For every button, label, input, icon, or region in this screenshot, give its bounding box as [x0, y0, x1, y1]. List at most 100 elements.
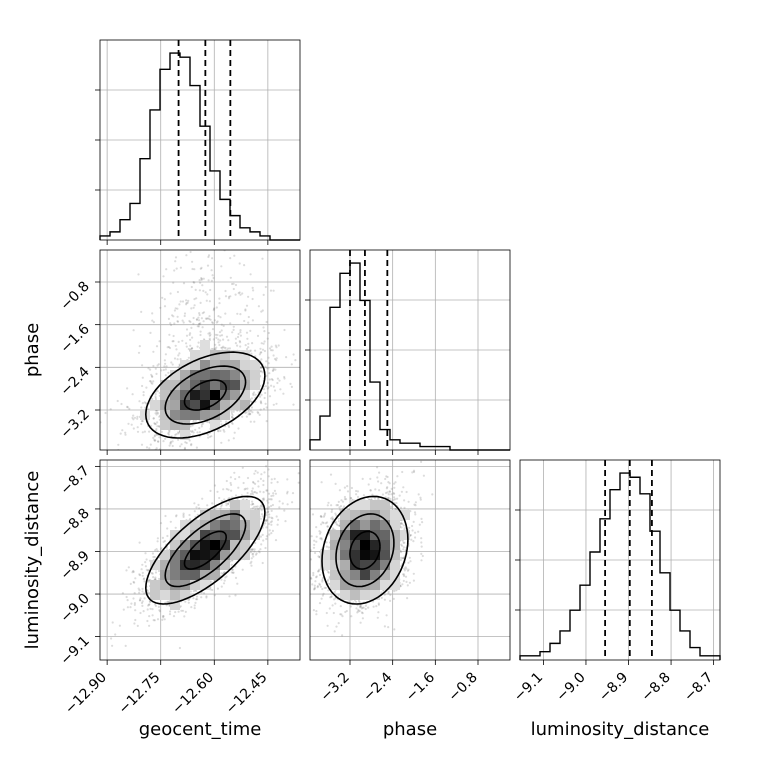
sample-point: [254, 469, 257, 473]
sample-point: [185, 328, 189, 331]
sample-point: [252, 480, 255, 484]
sample-point: [173, 309, 176, 312]
sample-point: [121, 592, 124, 595]
sample-point: [219, 420, 222, 423]
sample-point: [283, 509, 286, 512]
sample-point: [256, 505, 259, 508]
sample-point: [275, 359, 278, 362]
sample-point: [251, 491, 254, 494]
sample-point: [232, 282, 235, 285]
sample-point: [251, 553, 254, 556]
sample-point: [255, 552, 258, 555]
sample-point: [263, 349, 266, 353]
sample-point: [220, 334, 224, 337]
sample-point: [229, 295, 232, 298]
sample-point: [132, 597, 135, 600]
sample-point: [275, 346, 278, 349]
sample-point: [174, 526, 177, 529]
sample-point: [260, 402, 263, 405]
sample-point: [190, 444, 193, 447]
sample-point: [205, 317, 208, 320]
sample-point: [228, 500, 231, 503]
sample-point: [268, 378, 271, 381]
sample-point: [278, 506, 281, 509]
sample-point: [159, 306, 162, 309]
sample-point: [174, 307, 177, 310]
density-cell: [210, 350, 220, 360]
sample-point: [276, 377, 279, 380]
sample-point: [225, 335, 229, 338]
sample-point: [236, 582, 239, 585]
sample-point: [260, 505, 264, 508]
sample-point: [251, 286, 254, 289]
sample-point: [157, 440, 160, 443]
density-cell: [160, 410, 170, 420]
density-cell: [200, 360, 210, 370]
sample-point: [239, 345, 242, 348]
sample-point: [133, 581, 136, 584]
sample-point: [169, 440, 173, 443]
sample-point: [153, 435, 156, 438]
sample-point: [216, 429, 220, 432]
sample-point: [268, 529, 271, 532]
sample-point: [193, 607, 196, 610]
sample-point: [138, 599, 142, 602]
sample-point: [231, 416, 234, 419]
sample-point: [175, 348, 178, 351]
sample-point: [166, 346, 169, 349]
sample-point: [312, 372, 314, 374]
density-cell: [160, 390, 170, 400]
sample-point: [263, 471, 266, 474]
sample-point: [168, 444, 171, 447]
sample-point: [135, 224, 137, 226]
sample-point: [109, 408, 112, 411]
sample-point: [217, 338, 220, 341]
sample-point: [170, 323, 173, 327]
sample-point: [195, 595, 199, 598]
sample-point: [229, 322, 232, 325]
sample-point: [193, 304, 196, 307]
sample-point: [192, 431, 195, 434]
sample-point: [207, 255, 210, 259]
sample-point: [264, 519, 268, 523]
sample-point: [259, 401, 262, 404]
sample-point: [206, 317, 210, 320]
sample-point: [162, 440, 165, 443]
sample-point: [191, 347, 194, 350]
sample-point: [260, 370, 263, 373]
sample-point: [124, 433, 127, 436]
sample-point: [283, 228, 285, 230]
sample-point: [154, 577, 157, 581]
sample-point: [239, 313, 242, 316]
sample-point: [271, 349, 274, 352]
sample-point: [225, 504, 228, 507]
sample-point: [210, 279, 213, 282]
sample-point: [215, 336, 218, 339]
sample-point: [197, 503, 200, 506]
sample-point: [266, 499, 269, 502]
sample-point: [283, 377, 286, 380]
sample-point: [138, 541, 141, 544]
sample-point: [259, 366, 262, 369]
sample-point: [126, 405, 129, 408]
density-cell: [200, 380, 210, 390]
panels: −3.2−2.4−1.6−0.8−12.90 −12.75 −12.60 −12.45…: [57, 39, 721, 717]
sample-point: [147, 367, 150, 370]
sample-point: [160, 430, 163, 433]
sample-point: [167, 601, 170, 604]
sample-point: [165, 365, 168, 368]
sample-point: [234, 477, 237, 481]
sample-point: [187, 450, 189, 452]
sample-point: [155, 427, 158, 431]
sample-point: [269, 498, 272, 501]
sample-point: [268, 372, 271, 375]
sample-point: [199, 198, 201, 200]
sample-point: [272, 289, 275, 292]
sample-point: [155, 345, 159, 348]
sample-point: [225, 479, 228, 483]
sample-point: [171, 455, 173, 457]
sample-point: [266, 489, 269, 492]
sample-point: [217, 315, 220, 318]
sample-point: [266, 387, 269, 390]
sample-point: [262, 491, 265, 494]
